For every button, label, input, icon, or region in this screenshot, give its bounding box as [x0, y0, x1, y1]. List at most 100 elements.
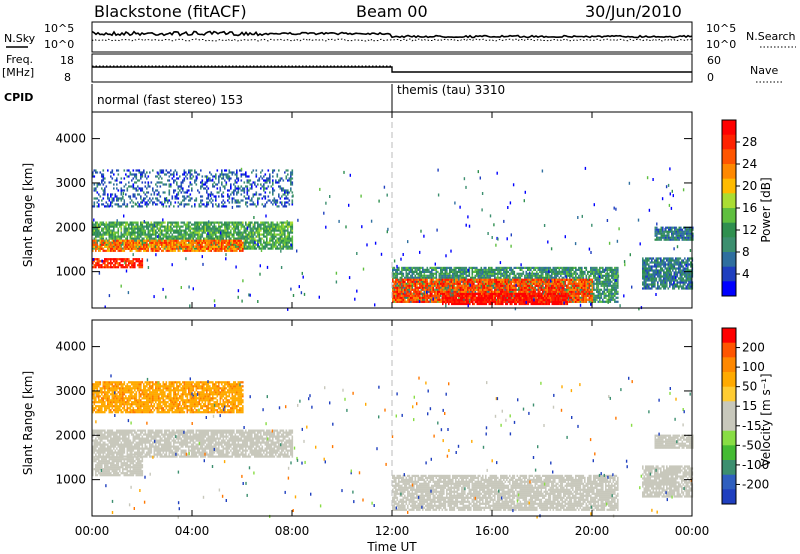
cell	[543, 276, 546, 279]
cell	[545, 268, 547, 271]
cell	[95, 225, 97, 228]
cell	[254, 221, 256, 224]
cell	[551, 268, 553, 271]
cell	[177, 245, 180, 248]
cell	[498, 276, 501, 279]
cell	[464, 282, 466, 285]
cell	[120, 247, 123, 250]
cell	[291, 199, 294, 202]
cell	[167, 221, 169, 224]
cell	[480, 270, 483, 273]
cell	[146, 239, 148, 242]
cell	[249, 179, 252, 182]
cell	[194, 179, 196, 182]
cell	[186, 177, 189, 180]
cell	[560, 266, 562, 269]
cell	[183, 205, 186, 208]
cell	[168, 237, 171, 240]
cell	[450, 270, 453, 273]
cell	[221, 169, 223, 172]
cell	[272, 171, 274, 174]
cell	[212, 183, 214, 186]
cell	[182, 179, 184, 182]
cell	[159, 171, 162, 174]
cell	[218, 247, 220, 250]
cell	[164, 243, 166, 246]
cell	[228, 245, 231, 248]
cell	[122, 223, 124, 226]
cell	[486, 276, 489, 279]
cell	[263, 195, 265, 198]
cell	[491, 274, 493, 277]
cell	[266, 243, 268, 246]
cell	[155, 197, 157, 200]
cell	[191, 169, 193, 172]
cell	[231, 221, 234, 224]
cell	[248, 237, 250, 240]
cell	[171, 245, 174, 248]
cell	[432, 274, 435, 277]
cell	[396, 276, 399, 279]
cell	[270, 221, 273, 224]
cell	[518, 288, 520, 291]
cell	[134, 193, 136, 196]
cell	[143, 233, 145, 236]
cell	[153, 245, 156, 248]
cell	[453, 284, 456, 287]
cell	[278, 169, 280, 172]
cell	[281, 187, 283, 190]
cell	[96, 241, 99, 244]
cell	[123, 201, 126, 204]
cell	[191, 189, 193, 192]
cell	[122, 197, 124, 200]
cell	[269, 177, 271, 180]
cell	[572, 268, 574, 271]
cell	[207, 243, 210, 246]
cell	[258, 241, 261, 244]
cell	[195, 179, 198, 182]
cell	[269, 247, 271, 250]
cell	[162, 249, 165, 252]
cell	[158, 237, 160, 240]
cell	[143, 171, 145, 174]
cell	[557, 270, 559, 273]
cell	[254, 239, 256, 242]
cell	[108, 258, 111, 261]
cell	[120, 249, 123, 252]
cell	[251, 247, 253, 250]
cell	[530, 266, 532, 269]
cell	[140, 247, 142, 250]
cell	[168, 189, 171, 192]
cell	[215, 199, 217, 202]
cell	[221, 205, 223, 208]
cell	[443, 272, 445, 275]
cell	[278, 193, 280, 196]
cell	[185, 245, 187, 248]
cell	[140, 197, 142, 200]
cell	[186, 237, 189, 240]
cell	[510, 278, 513, 281]
cell	[158, 193, 160, 196]
cell	[528, 274, 531, 277]
cell	[153, 249, 156, 252]
cell	[237, 229, 240, 232]
cell	[173, 243, 175, 246]
cell	[110, 175, 112, 178]
cell	[251, 227, 253, 230]
cell	[252, 237, 255, 240]
cell	[266, 245, 268, 248]
cell	[560, 270, 562, 273]
cell	[275, 243, 277, 246]
cell	[218, 225, 220, 228]
cell	[111, 249, 114, 252]
cell	[99, 221, 102, 224]
cell	[474, 266, 477, 269]
cell	[111, 231, 114, 234]
cell	[203, 221, 205, 224]
cell	[291, 239, 294, 242]
cell	[219, 241, 222, 244]
cell	[111, 243, 114, 246]
cell	[242, 223, 244, 226]
cell	[419, 272, 421, 275]
